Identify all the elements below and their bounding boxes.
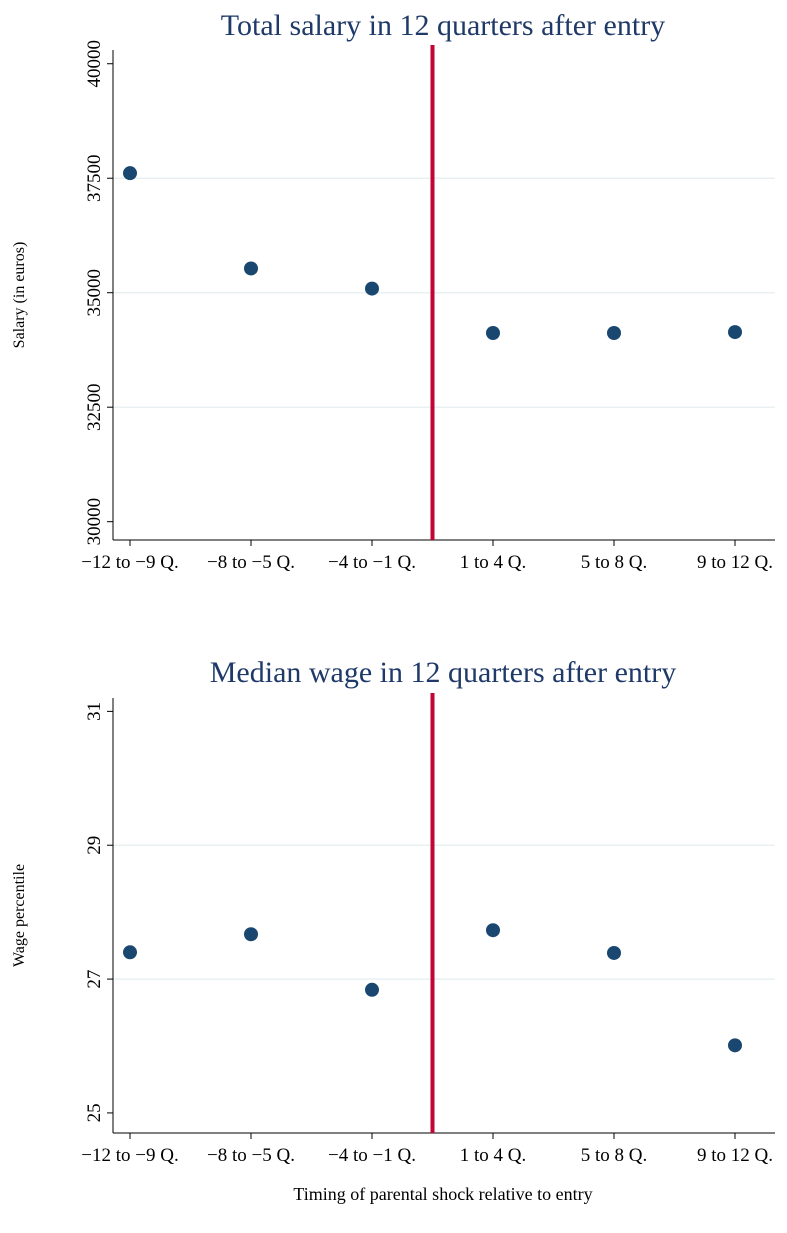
y-axis-label: Salary (in euros)	[11, 242, 28, 349]
point	[123, 166, 137, 181]
y-tick-label: 35000	[84, 269, 105, 317]
y-tick-label: 27	[84, 970, 105, 989]
chart-title: Total salary in 12 quarters after entry	[221, 9, 665, 42]
y-axis-label: Wage percentile	[11, 864, 28, 967]
y-tick-label: 30000	[84, 498, 105, 546]
point	[486, 923, 500, 938]
x-tick-label: 9 to 12 Q.	[697, 552, 773, 573]
x-tick-label: −8 to −5 Q.	[207, 1145, 295, 1166]
chart-title: Median wage in 12 quarters after entry	[210, 656, 676, 689]
point	[365, 982, 379, 997]
x-tick-label: −12 to −9 Q.	[81, 1145, 178, 1166]
x-tick-label: 5 to 8 Q.	[581, 1145, 648, 1166]
y-tick-label: 32500	[84, 383, 105, 431]
y-tick-label: 29	[84, 836, 105, 855]
point	[123, 945, 137, 960]
x-tick-label: 1 to 4 Q.	[460, 1145, 527, 1166]
x-tick-label: 5 to 8 Q.	[581, 552, 648, 573]
point	[728, 325, 742, 340]
y-tick-label: 25	[84, 1103, 105, 1122]
x-tick-label: −12 to −9 Q.	[81, 552, 178, 573]
y-tick-label: 40000	[84, 40, 105, 88]
point	[728, 1038, 742, 1053]
y-tick-label: 31	[84, 702, 105, 721]
point	[244, 927, 258, 942]
point	[244, 261, 258, 276]
x-tick-label: 1 to 4 Q.	[460, 552, 527, 573]
y-tick-label: 37500	[84, 154, 105, 202]
point	[607, 326, 621, 341]
x-axis-label: Timing of parental shock relative to ent…	[293, 1184, 592, 1204]
x-tick-label: −8 to −5 Q.	[207, 552, 295, 573]
x-tick-label: −4 to −1 Q.	[328, 552, 416, 573]
point	[607, 945, 621, 960]
point	[365, 281, 379, 296]
x-tick-label: 9 to 12 Q.	[697, 1145, 773, 1166]
point	[486, 326, 500, 341]
x-tick-label: −4 to −1 Q.	[328, 1145, 416, 1166]
